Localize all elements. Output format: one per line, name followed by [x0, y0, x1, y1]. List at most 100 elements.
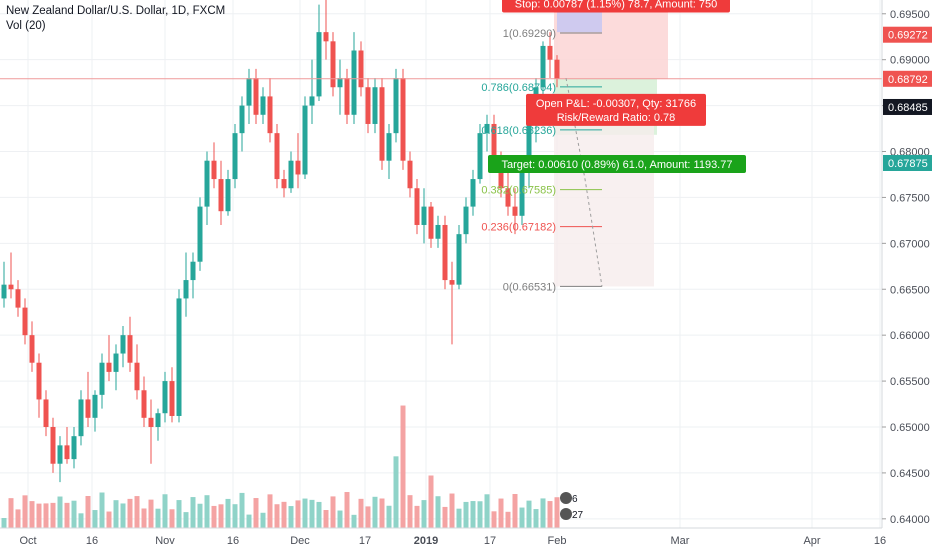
- volume-bar: [484, 494, 490, 528]
- volume-bar: [162, 494, 168, 528]
- candle-body: [498, 160, 504, 189]
- time-tick-label: 2019: [414, 535, 438, 547]
- candle-body: [57, 445, 63, 464]
- candle-body: [337, 78, 343, 88]
- volume-bar: [477, 501, 483, 528]
- candle-body: [421, 206, 427, 225]
- candle-body: [358, 50, 364, 88]
- volume-bar: [526, 500, 532, 528]
- chart-legend: New Zealand Dollar/U.S. Dollar, 1D, FXCM…: [6, 4, 225, 34]
- candle-body: [8, 284, 14, 290]
- candle-body: [491, 123, 497, 161]
- price-axis-tag: [883, 70, 932, 87]
- candle-body: [505, 188, 511, 207]
- candle-body: [386, 133, 392, 161]
- volume-bar: [337, 510, 343, 528]
- price-tick-label: 0.64000: [890, 514, 930, 526]
- volume-bar: [330, 496, 336, 528]
- price-axis-tag-label: 0.69272: [888, 30, 928, 42]
- volume-bar: [197, 503, 203, 528]
- candle-body: [442, 224, 448, 281]
- volume-bar: [92, 510, 98, 528]
- volume-bar: [204, 495, 210, 528]
- volume-bar: [554, 497, 560, 528]
- price-axis-tag-label: 0.68792: [888, 74, 928, 86]
- candle-body: [351, 50, 357, 115]
- svg-text:Risk/Reward Ratio: 0.78: Risk/Reward Ratio: 0.78: [557, 112, 676, 124]
- price-tick-label: 0.65500: [890, 376, 930, 388]
- volume-bar: [141, 508, 147, 528]
- volume-bar: [442, 506, 448, 528]
- candle-body: [267, 96, 273, 134]
- candle-body: [554, 59, 560, 79]
- time-tick-label: 16: [227, 535, 239, 547]
- candle-body: [253, 78, 259, 115]
- volume-bar: [99, 492, 105, 528]
- candle-body: [78, 399, 84, 437]
- volume-bar: [512, 494, 518, 528]
- fib-level-label: 0.786(0.68704): [481, 82, 556, 94]
- candle-body: [232, 133, 238, 180]
- fib-level-label: 0(0.66531): [503, 281, 556, 293]
- fib-level-label: 0.618(0.68236): [481, 125, 556, 137]
- volume-bar: [106, 511, 112, 528]
- volume-bar: [22, 495, 28, 528]
- volume-bar: [176, 500, 182, 528]
- price-tick-label: 0.69000: [890, 55, 930, 67]
- candle-body: [169, 381, 175, 416]
- candle-body: [512, 206, 518, 216]
- volume-bar: [386, 505, 392, 528]
- candle-body: [92, 394, 98, 418]
- volume-bar: [470, 501, 476, 528]
- volume-bar: [533, 509, 539, 528]
- candle-body: [470, 179, 476, 207]
- price-axis-tag: [883, 26, 932, 43]
- candle-body: [239, 105, 245, 134]
- time-tick-label: 17: [359, 535, 371, 547]
- price-tick-label: 0.66500: [890, 284, 930, 296]
- candle-body: [176, 298, 182, 416]
- candle-body: [85, 399, 91, 418]
- candle-body: [526, 123, 532, 170]
- price-tick-label: 0.67000: [890, 238, 930, 250]
- volume-bar: [365, 506, 371, 528]
- time-tick-label: Feb: [548, 535, 567, 547]
- volume-bar: [29, 501, 35, 528]
- time-tick-label: 16: [86, 535, 98, 547]
- candle-body: [162, 381, 168, 414]
- volume-bar: [246, 514, 252, 528]
- volume-bar: [498, 498, 504, 528]
- candle-body: [197, 206, 203, 262]
- volume-bar: [148, 499, 154, 528]
- volume-bar: [540, 498, 546, 528]
- price-tick-label: 0.65000: [890, 422, 930, 434]
- candle-body: [281, 179, 287, 189]
- candle-body: [50, 426, 56, 464]
- candle-body: [36, 362, 42, 400]
- candle-body: [379, 87, 385, 161]
- volume-bar: [120, 503, 126, 528]
- volume-bar: [519, 507, 525, 528]
- candle-body: [463, 206, 469, 235]
- volume-bar: [344, 492, 350, 528]
- candle-body: [428, 206, 434, 239]
- volume-bar: [393, 456, 399, 528]
- candle-body: [246, 78, 252, 106]
- target-label: Target: 0.00610 (0.89%) 61.0, Amount: 11…: [488, 154, 746, 173]
- candle-body: [106, 362, 112, 372]
- candle-body: [183, 280, 189, 299]
- event-icon: [560, 508, 572, 520]
- volume-bar: [274, 504, 280, 528]
- price-tick-label: 0.66000: [890, 330, 930, 342]
- candle-body: [519, 169, 525, 216]
- volume-bar: [491, 511, 497, 528]
- candle-body: [414, 188, 420, 225]
- candle-body: [477, 133, 483, 180]
- volume-bar: [43, 503, 49, 528]
- candle-body: [456, 234, 462, 285]
- volume-bar: [281, 501, 287, 528]
- candle-body: [323, 32, 329, 42]
- stop-label: Stop: 0.00787 (1.15%) 78.7, Amount: 750: [502, 0, 730, 13]
- candle-body: [1, 284, 7, 299]
